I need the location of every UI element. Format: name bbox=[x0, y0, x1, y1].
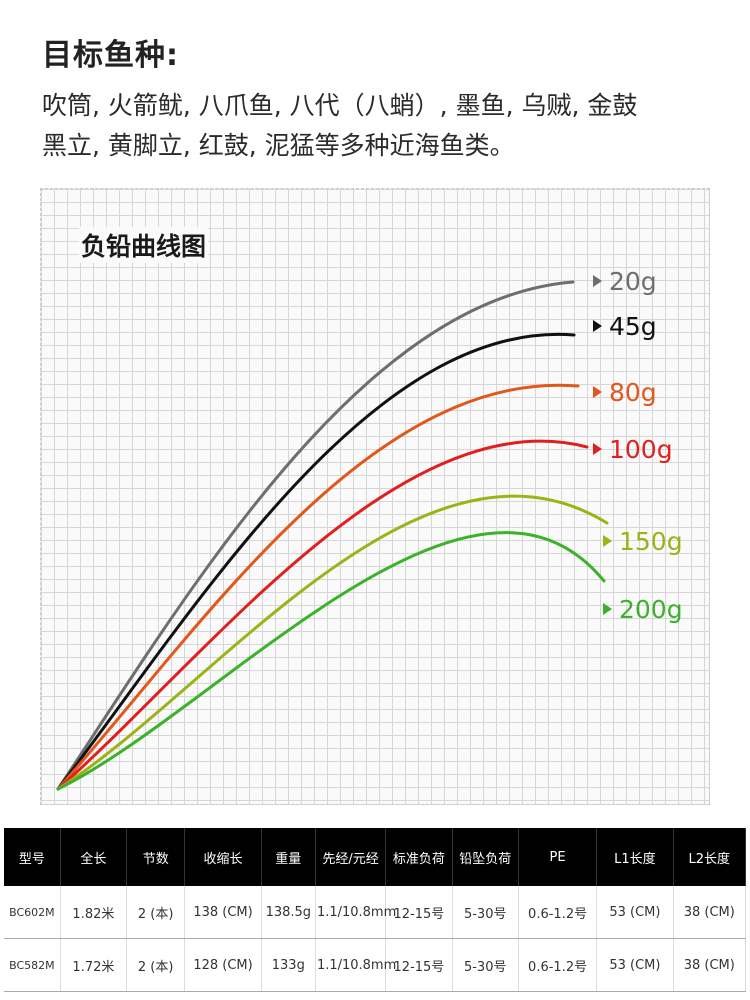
header-diameter: 先经/元经 bbox=[315, 828, 387, 886]
table-cell: 1.1/10.8mm bbox=[315, 938, 396, 992]
header-sinker-load: 铅坠负荷 bbox=[452, 828, 519, 886]
legend-arrow-icon bbox=[593, 443, 602, 455]
header-sections: 节数 bbox=[126, 828, 186, 886]
curve-200g bbox=[56, 531, 606, 791]
table-cell: 1.72米 bbox=[60, 938, 128, 992]
table-cell: 2 (本) bbox=[126, 938, 186, 992]
legend-arrow-icon bbox=[593, 275, 602, 287]
table-header-row: 型号 全长 节数 收缩长 重量 先经/元经 标准负荷 铅坠负荷 PE L1长度 … bbox=[4, 828, 747, 886]
curve-80g bbox=[56, 383, 580, 791]
header-length: 全长 bbox=[60, 828, 128, 886]
header-l1: L1长度 bbox=[596, 828, 674, 886]
legend-label: 80g bbox=[609, 378, 657, 407]
table-cell: 1.82米 bbox=[60, 886, 128, 939]
table-cell: BC582M bbox=[4, 938, 61, 992]
table-cell: 12-15号 bbox=[385, 886, 453, 939]
target-species-text: 吹筒, 火箭鱿, 八爪鱼, 八代（八蛸）, 墨鱼, 乌贼, 金鼓 黑立, 黄脚立… bbox=[42, 86, 722, 166]
table-cell: 53 (CM) bbox=[596, 938, 674, 992]
species-line-1: 吹筒, 火箭鱿, 八爪鱼, 八代（八蛸）, 墨鱼, 乌贼, 金鼓 bbox=[42, 91, 638, 120]
curve-150g bbox=[56, 494, 609, 791]
header-pe: PE bbox=[518, 828, 598, 886]
table-cell: 38 (CM) bbox=[673, 886, 747, 939]
curve-20g bbox=[56, 280, 575, 791]
table-cell: BC602M bbox=[4, 886, 61, 939]
table-cell: 133g bbox=[261, 938, 316, 992]
table-cell: 12-15号 bbox=[385, 938, 453, 992]
target-species-heading: 目标鱼种: bbox=[42, 38, 179, 73]
table-cell: 138.5g bbox=[261, 886, 316, 939]
table-cell: 1.1/10.8mm bbox=[315, 886, 396, 939]
header-closed-length: 收缩长 bbox=[184, 828, 262, 886]
table-cell: 2 (本) bbox=[126, 886, 186, 939]
legend-label: 100g bbox=[609, 435, 673, 464]
legend-label: 150g bbox=[619, 527, 683, 556]
load-curve-chart: 20g 45g 80g 100g 150g 200g 负铅曲线图 bbox=[40, 188, 710, 805]
header-standard-load: 标准负荷 bbox=[385, 828, 453, 886]
curve-100g bbox=[56, 439, 589, 791]
curve-45g bbox=[56, 332, 576, 791]
legend-label: 45g bbox=[609, 312, 657, 341]
header-l2: L2长度 bbox=[673, 828, 747, 886]
legend-label: 200g bbox=[619, 595, 683, 624]
header-weight: 重量 bbox=[261, 828, 316, 886]
table-cell: 0.6-1.2号 bbox=[518, 886, 598, 939]
legend-arrow-icon bbox=[603, 535, 612, 547]
table-cell: 53 (CM) bbox=[596, 886, 674, 939]
table-cell: 38 (CM) bbox=[673, 938, 747, 992]
table-cell: 5-30号 bbox=[452, 938, 519, 992]
table-cell: 5-30号 bbox=[452, 886, 519, 939]
header-model: 型号 bbox=[4, 828, 61, 886]
legend-arrow-icon bbox=[593, 320, 602, 332]
legend-arrow-icon bbox=[593, 386, 602, 398]
spec-table: 型号 全长 节数 收缩长 重量 先经/元经 标准负荷 铅坠负荷 PE L1长度 … bbox=[4, 828, 747, 992]
legend-label: 20g bbox=[609, 267, 657, 296]
species-line-2: 黑立, 黄脚立, 红鼓, 泥猛等多种近海鱼类。 bbox=[42, 131, 515, 160]
table-row: BC582M 1.72米 2 (本) 128 (CM) 133g 1.1/10.… bbox=[4, 938, 747, 992]
legend-arrow-icon bbox=[603, 603, 612, 615]
table-row: BC602M 1.82米 2 (本) 138 (CM) 138.5g 1.1/1… bbox=[4, 886, 747, 939]
curve-plot: 20g 45g 80g 100g 150g 200g bbox=[56, 267, 683, 791]
chart-title: 负铅曲线图 bbox=[79, 227, 209, 263]
table-cell: 128 (CM) bbox=[184, 938, 262, 992]
table-cell: 0.6-1.2号 bbox=[518, 938, 598, 992]
table-cell: 138 (CM) bbox=[184, 886, 262, 939]
